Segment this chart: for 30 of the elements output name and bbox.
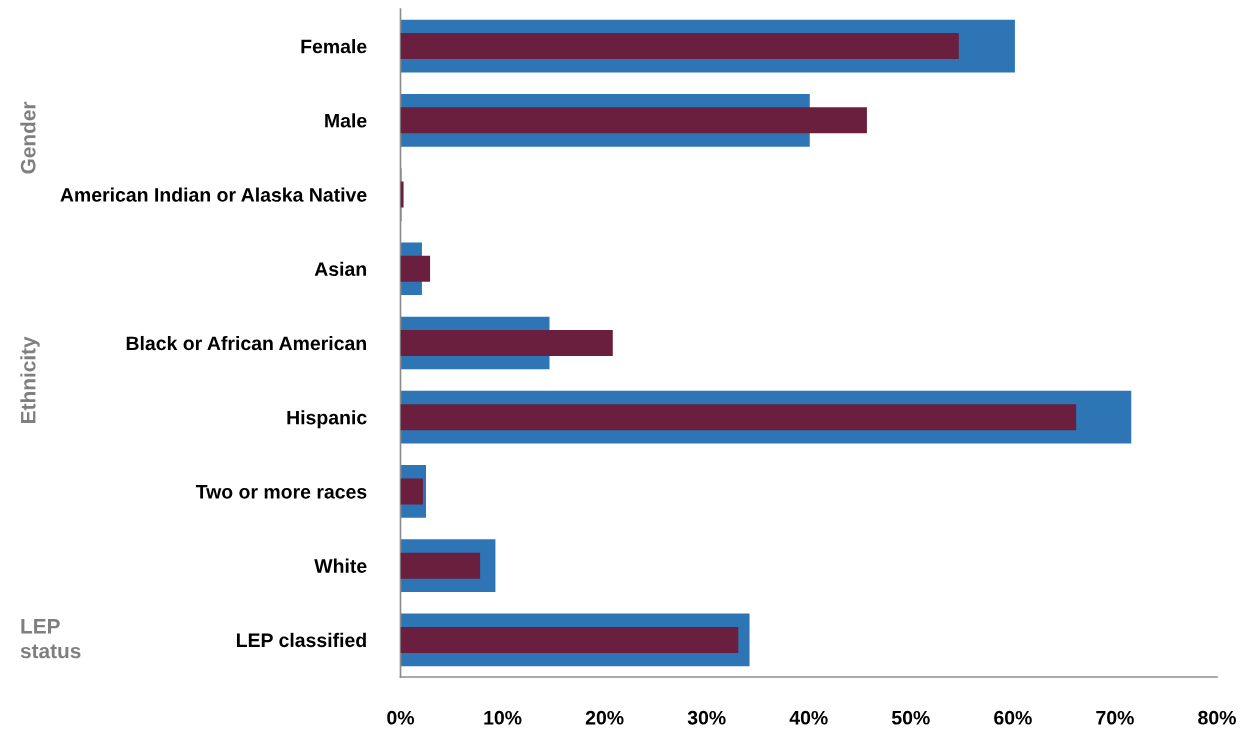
x-tick-label: 0% (387, 710, 415, 725)
x-tick-label: 80% (1198, 710, 1236, 725)
y-tick-label: American Indian or Alaska Native (60, 187, 367, 202)
x-tick-label: 60% (994, 710, 1032, 725)
bar (400, 330, 613, 356)
bar (400, 404, 1077, 431)
y-tick-label: Two or more races (195, 485, 367, 499)
x-tick-label: 50% (891, 710, 930, 725)
y-tick-label: Asian (314, 261, 366, 276)
x-tick-label: 40% (789, 710, 828, 725)
bar (400, 552, 481, 579)
text: LEP status (20, 619, 81, 659)
y-tick-label: LEP classified (236, 632, 366, 648)
y-tick-label: Male (325, 113, 367, 128)
bar (400, 626, 739, 653)
bar (400, 181, 404, 208)
y-tick-label: Female (301, 39, 367, 54)
text: Gender (20, 101, 36, 174)
text: Ethnicity (20, 336, 40, 423)
y-tick-label: Black or African American (126, 335, 366, 351)
x-tick-label: 20% (585, 710, 624, 725)
bar (400, 478, 423, 505)
y-tick-label: Hispanic (287, 410, 367, 429)
bar (400, 255, 431, 282)
x-tick-label: 70% (1096, 710, 1134, 725)
y-tick-label: White (314, 558, 367, 573)
x-tick-label: 10% (484, 710, 522, 725)
x-tick-label: 30% (687, 710, 726, 725)
bar (400, 107, 867, 134)
bar (400, 33, 959, 60)
